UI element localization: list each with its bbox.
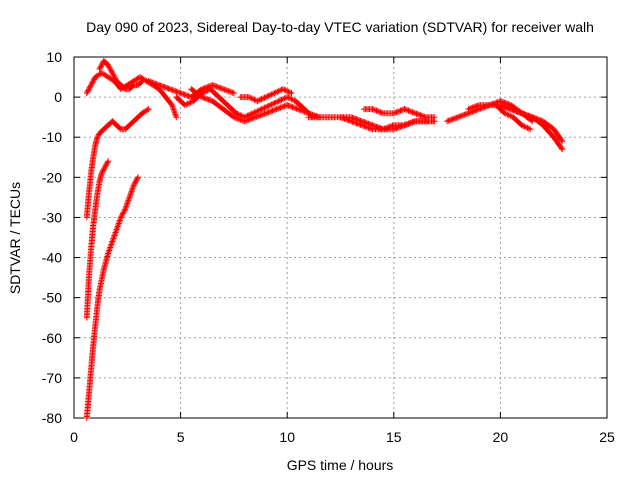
data-series-arc-e [188, 86, 323, 125]
data-points [83, 58, 566, 421]
y-tick-label: -40 [42, 250, 62, 266]
y-tick-label: -80 [42, 410, 62, 426]
grid [74, 57, 607, 418]
data-series-arc-l [497, 102, 566, 153]
x-tick-label: 15 [386, 429, 402, 445]
x-axis-label: GPS time / hours [287, 457, 394, 473]
y-axis-label: SDTVAR / TECUs [7, 182, 23, 294]
data-series-arc-o [83, 158, 112, 321]
y-tick-label: -70 [42, 370, 62, 386]
chart-title: Day 090 of 2023, Sidereal Day-to-day VTE… [86, 19, 594, 35]
y-tick-label: -30 [42, 209, 62, 225]
y-tick-label: -20 [42, 169, 62, 185]
data-series-arc-d [173, 86, 316, 121]
data-series-arc-b [96, 58, 146, 93]
data-series-arc-a [83, 70, 180, 121]
data-series-arc-f [237, 86, 295, 105]
y-tick-label: -10 [42, 129, 62, 145]
data-series-arc-m [493, 102, 534, 133]
x-tick-label: 25 [599, 429, 615, 445]
plot-frame [73, 56, 608, 419]
data-series-arc-i [361, 106, 438, 121]
axis-ticks: 0 5 10 15 20 25 10 0 -10 -20 -30 -40 -50 -60 -70 -80 [42, 49, 615, 445]
data-series-arc-h [337, 114, 438, 133]
y-tick-label: -60 [42, 330, 62, 346]
data-series-arc-p [83, 174, 141, 421]
data-series-arc-n [83, 106, 152, 221]
x-tick-label: 20 [493, 429, 509, 445]
y-tick-label: -50 [42, 290, 62, 306]
x-tick-label: 5 [177, 429, 185, 445]
y-tick-label: 10 [46, 49, 62, 65]
x-tick-label: 0 [70, 429, 78, 445]
x-tick-label: 10 [279, 429, 295, 445]
y-tick-label: 0 [54, 89, 62, 105]
